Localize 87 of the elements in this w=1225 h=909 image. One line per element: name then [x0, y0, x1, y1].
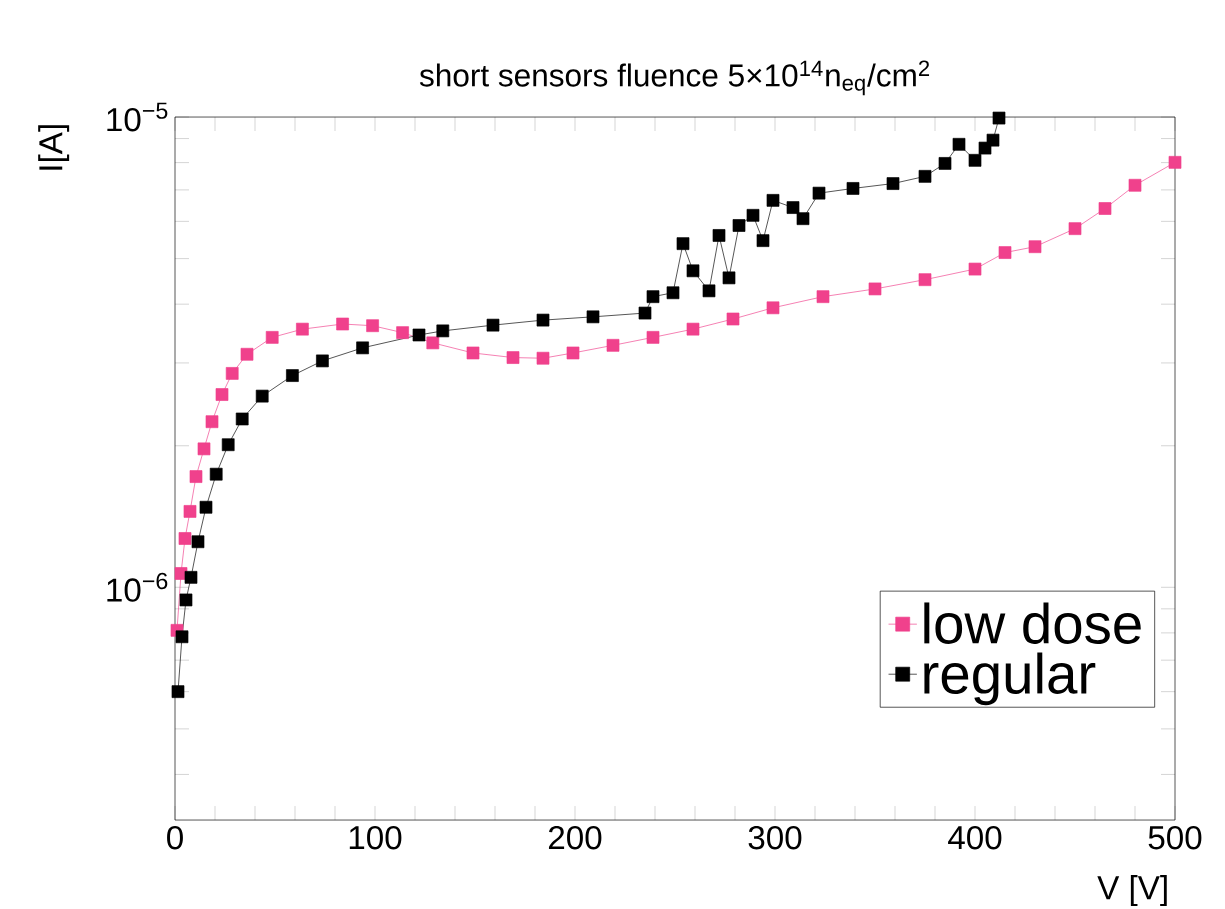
x-tick-label: 100 [349, 825, 402, 850]
point [536, 351, 550, 365]
point [938, 157, 952, 170]
point [366, 319, 379, 333]
point [1168, 156, 1182, 169]
point [732, 219, 746, 232]
point [199, 500, 213, 514]
point [286, 369, 299, 382]
point [225, 367, 239, 380]
point [265, 331, 279, 344]
point [209, 467, 223, 481]
point [486, 318, 500, 332]
point [968, 154, 982, 167]
point [998, 246, 1012, 259]
legend-label: regular [924, 652, 1096, 706]
point [846, 182, 860, 195]
point [189, 470, 203, 483]
point [506, 351, 520, 364]
point [952, 137, 966, 151]
point [766, 194, 780, 207]
y-axis-title: I[A] [38, 125, 70, 170]
point [412, 328, 426, 342]
legend-label: low dose [924, 602, 1141, 644]
x-tick-label: 200 [548, 825, 602, 850]
point [171, 685, 185, 698]
point [702, 284, 716, 298]
point [686, 264, 700, 278]
x-axis-title: V [V] [1097, 875, 1167, 907]
point [786, 201, 800, 214]
point [812, 186, 826, 200]
point [666, 286, 680, 300]
point [536, 313, 550, 327]
point [646, 290, 660, 303]
y-tick-label: 10$^{−5}$ [107, 102, 168, 132]
y-tick-label: 10$^{−6}$ [107, 572, 168, 602]
point [255, 389, 269, 403]
point [638, 306, 652, 320]
point [586, 310, 600, 324]
point [646, 331, 660, 344]
point [197, 442, 211, 456]
point [992, 111, 1006, 125]
point [712, 229, 726, 242]
point [240, 347, 254, 361]
point [396, 326, 409, 339]
point [756, 234, 770, 247]
point [183, 505, 197, 518]
point [184, 571, 198, 584]
point [426, 336, 440, 350]
point [336, 317, 349, 331]
point [766, 301, 780, 315]
point [356, 341, 369, 355]
point [968, 262, 982, 276]
x-tick-label: 0 [167, 825, 183, 850]
point [316, 354, 329, 368]
x-tick-label: 400 [948, 825, 1002, 850]
point [466, 346, 480, 360]
point [235, 412, 249, 426]
point [722, 271, 736, 285]
point [868, 282, 882, 296]
point [886, 177, 900, 190]
point [1128, 178, 1142, 192]
point [566, 346, 580, 360]
point [986, 133, 1000, 147]
x-tick-label: 300 [748, 825, 802, 850]
chart-title: short sensors fluence 5×10$^{14}$n$_{eq}$/cm$^{2}$ [419, 60, 930, 96]
point [191, 535, 205, 549]
point [918, 170, 932, 183]
point [918, 273, 932, 286]
x-tick-label: 500 [1148, 825, 1202, 850]
point [215, 388, 229, 401]
point [175, 630, 189, 644]
point [221, 438, 235, 452]
point [178, 532, 192, 545]
point [606, 339, 620, 352]
point [816, 290, 830, 303]
point [676, 237, 690, 250]
point [436, 324, 450, 338]
point [746, 209, 760, 222]
point [1028, 240, 1042, 254]
point [1068, 222, 1082, 235]
point [205, 415, 219, 429]
point [796, 212, 810, 225]
point [726, 312, 740, 326]
point [1098, 202, 1112, 215]
point [686, 322, 700, 336]
point [296, 322, 309, 336]
point [179, 593, 193, 607]
